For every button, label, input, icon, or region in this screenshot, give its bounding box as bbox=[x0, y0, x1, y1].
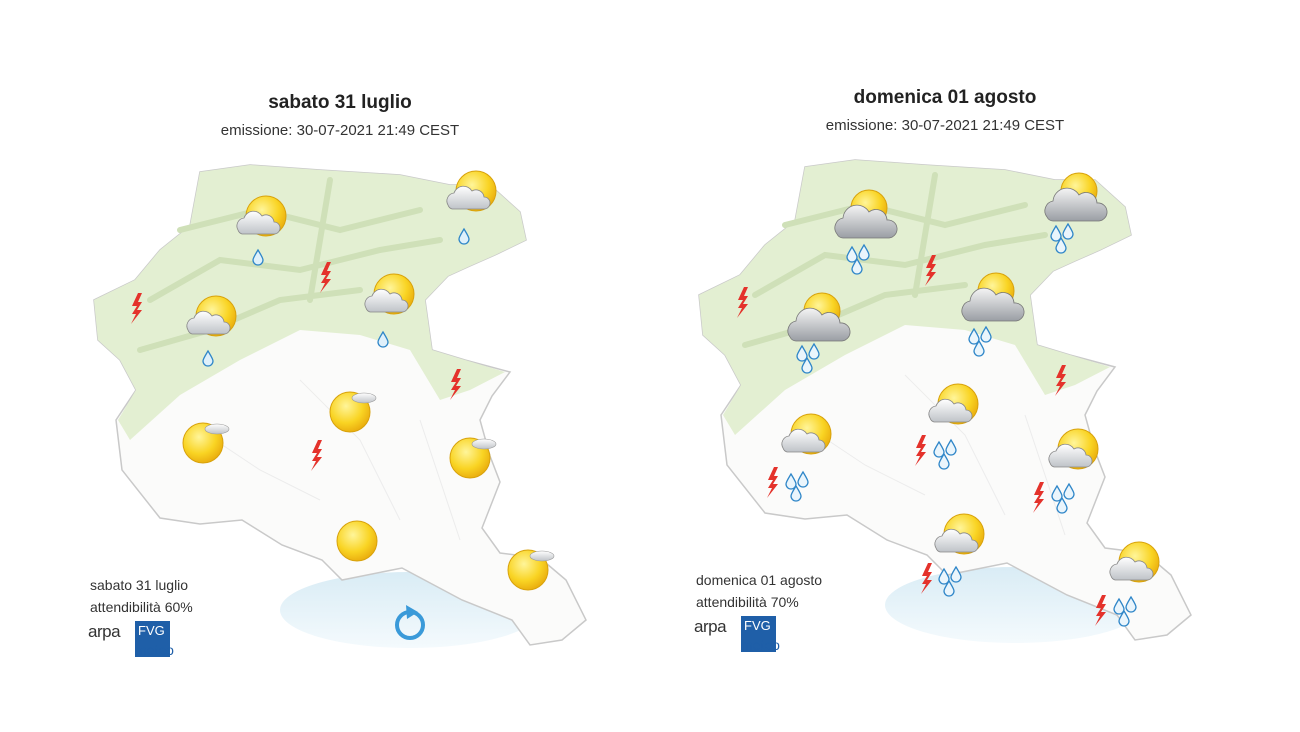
reliability: attendibilità 60% bbox=[90, 599, 193, 615]
forecast-panel: domenica 01 agosto emissione: 30-07-2021 … bbox=[694, 87, 1191, 653]
panel-title: sabato 31 luglio bbox=[268, 92, 412, 113]
logo-fvg: FVG bbox=[138, 623, 165, 638]
emission-time: emissione: 30-07-2021 21:49 CEST bbox=[826, 117, 1064, 134]
logo-meteo: meteo bbox=[741, 637, 780, 653]
logo-meteo: meteo bbox=[135, 642, 174, 658]
logo-arpa: arpa bbox=[694, 617, 727, 636]
footer-date: sabato 31 luglio bbox=[90, 577, 188, 593]
reliability: attendibilità 70% bbox=[696, 594, 799, 610]
panel-title: domenica 01 agosto bbox=[854, 87, 1037, 108]
logo-box bbox=[741, 616, 776, 652]
emission-time: emissione: 30-07-2021 21:49 CEST bbox=[221, 122, 459, 139]
forecast-maps: sabato 31 luglio emissione: 30-07-2021 21… bbox=[88, 87, 1191, 658]
logo-box bbox=[135, 621, 170, 657]
footer-date: domenica 01 agosto bbox=[696, 572, 822, 588]
forecast-panel: sabato 31 luglio emissione: 30-07-2021 21… bbox=[88, 92, 586, 658]
logo-arpa: arpa bbox=[88, 622, 121, 641]
logo-fvg: FVG bbox=[744, 618, 771, 633]
sun-icon bbox=[336, 520, 378, 562]
